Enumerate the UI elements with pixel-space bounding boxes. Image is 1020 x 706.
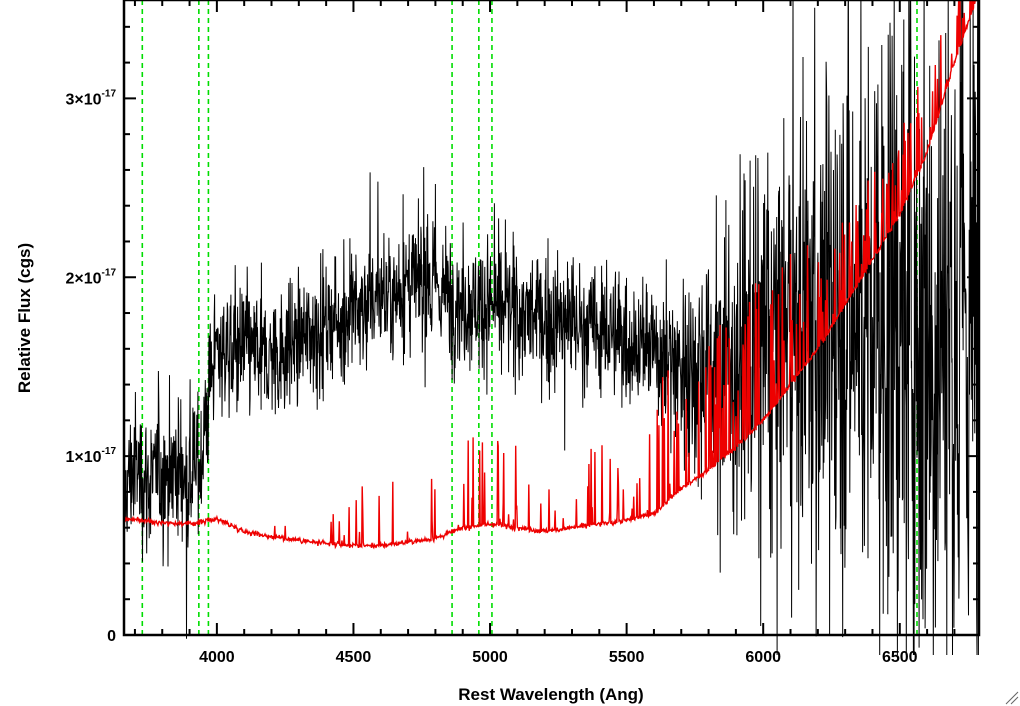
axes xyxy=(122,0,981,637)
y-tick-label: 2×10-17 xyxy=(66,267,117,287)
error-spectrum-line xyxy=(123,0,977,550)
resize-grip-icon[interactable] xyxy=(1005,691,1019,705)
x-tick-label: 4000 xyxy=(199,649,235,666)
y-tick-label: 1×10-17 xyxy=(66,446,117,466)
plot-frame xyxy=(122,0,981,637)
y-tick-label: 0 xyxy=(107,628,116,645)
y-axis-title: Relative Flux (cgs) xyxy=(15,243,34,393)
x-tick-label: 4500 xyxy=(336,649,372,666)
x-tick-label: 5500 xyxy=(609,649,645,666)
x-tick-label: 5000 xyxy=(472,649,508,666)
series-layer xyxy=(123,0,980,656)
x-tick-label: 6500 xyxy=(882,649,918,666)
observed-spectrum-line xyxy=(123,0,980,656)
x-axis-title: Rest Wavelength (Ang) xyxy=(458,685,643,704)
x-tick-label: 6000 xyxy=(745,649,781,666)
tick-labels: 4000 4500 5000 5500 6000 6500 0 1×10-17 2×10-17 3… xyxy=(66,88,918,666)
y-tick-label: 3×10-17 xyxy=(66,88,117,108)
